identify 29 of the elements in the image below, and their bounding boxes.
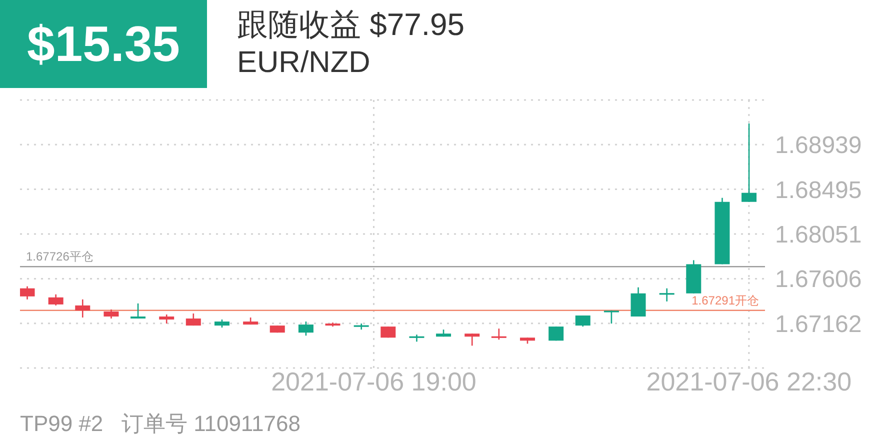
ref-line-label: 1.67291开仓 — [692, 293, 759, 308]
candlestick — [742, 122, 757, 203]
candlestick — [659, 288, 674, 302]
candlestick — [159, 314, 174, 324]
candlestick — [75, 298, 90, 318]
candlestick — [104, 308, 119, 320]
ref-line-label: 1.67726平仓 — [26, 250, 94, 264]
candlestick — [548, 326, 564, 342]
candlestick — [630, 286, 646, 318]
chart-title: $15.35 — [27, 16, 180, 72]
text: EUR/NZD — [237, 45, 370, 81]
candlestick — [20, 286, 35, 300]
y-tick-label: 1.67606 — [775, 266, 862, 294]
candlestick — [464, 332, 480, 346]
x-tick-label: 2021-07-06 19:00 — [271, 366, 476, 396]
y-tick-label: 1.68051 — [775, 221, 862, 248]
candlestick — [604, 310, 619, 324]
x-tick-label: 2021-07-06 22:30 — [646, 366, 852, 396]
candlestick — [298, 320, 314, 336]
text: TP99 #2 订单号 110911768 — [20, 410, 300, 438]
chart-subtitle: 跟随收益 $77.95 — [237, 6, 464, 44]
candlestick — [130, 302, 146, 320]
candlestick — [491, 328, 506, 340]
candlestick — [186, 312, 201, 326]
candlestick — [48, 294, 64, 306]
y-tick-label: 1.68939 — [775, 132, 862, 160]
y-tick-label: 1.67162 — [775, 310, 862, 338]
candlestick — [575, 314, 590, 328]
y-tick-label: 1.68495 — [775, 176, 862, 204]
